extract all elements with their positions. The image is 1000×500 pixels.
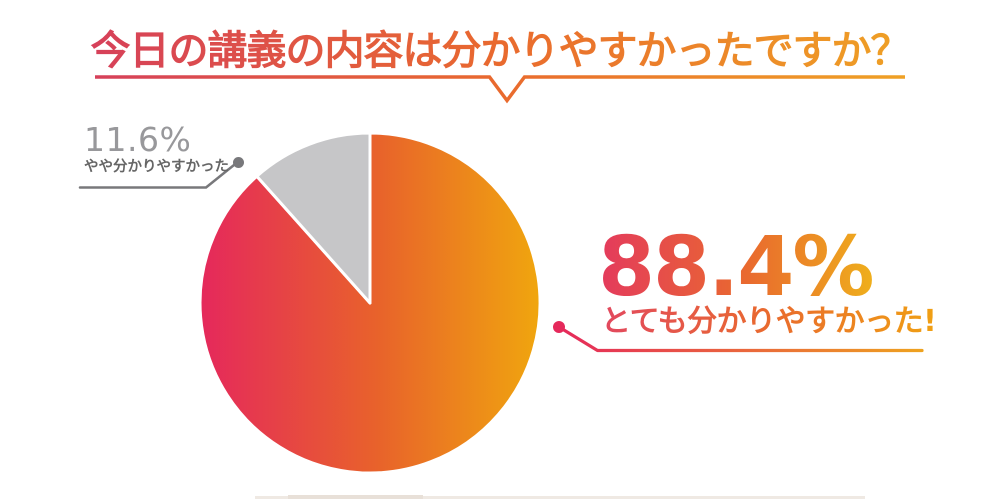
- primary-slice-label: とても分かりやすかった!: [601, 296, 937, 340]
- leader-dot-primary: [553, 321, 565, 333]
- secondary-slice-label: やや分かりやすかった: [84, 159, 229, 175]
- page-title: 今日の講義の内容は分かりやすかったですか？: [0, 18, 1000, 76]
- leader-dot-secondary: [233, 157, 244, 168]
- cutoff-content-edge: [255, 496, 865, 499]
- cutoff-content-edge: [288, 495, 423, 499]
- primary-percent-value: 88.4%: [598, 220, 874, 315]
- secondary-percent-value: 11.6%: [84, 120, 192, 159]
- leader-line-secondary: [78, 163, 236, 189]
- pie-slice-secondary: [255, 131, 372, 305]
- title-underline-notch: [95, 75, 905, 104]
- leader-line-primary: [557, 325, 924, 353]
